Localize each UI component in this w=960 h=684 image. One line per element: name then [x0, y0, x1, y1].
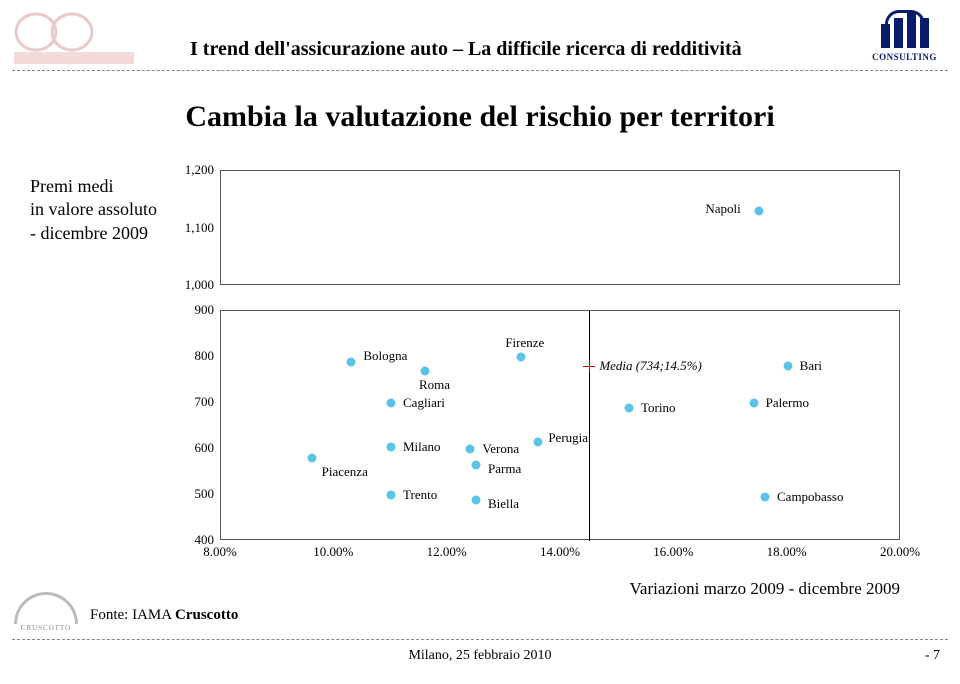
data-point [534, 438, 543, 447]
data-point-label: Cagliari [403, 395, 445, 411]
chart-bottom: Media (734;14.5%) Bologna Roma Firenze Bari C… [220, 310, 900, 540]
data-point [625, 403, 634, 412]
y-tick: 700 [164, 394, 214, 410]
x-tick: 14.00% [530, 544, 590, 560]
y-tick: 500 [164, 486, 214, 502]
data-point-label: Torino [641, 400, 675, 416]
source-prefix: Fonte: IAMA [90, 607, 175, 623]
gauge-label: CRUSCOTTO [14, 624, 78, 632]
x-tick: 8.00% [190, 544, 250, 560]
data-point-label: Perugia [548, 430, 588, 446]
data-point [307, 454, 316, 463]
y-tick: 1,100 [164, 220, 214, 236]
x-tick: 16.00% [643, 544, 703, 560]
header-rule [12, 70, 948, 71]
main-title: Cambia la valutazione del rischio per te… [0, 100, 960, 134]
data-point-label: Piacenza [322, 464, 368, 480]
data-point-label: Campobasso [777, 489, 843, 505]
y-tick: 900 [164, 302, 214, 318]
data-point [472, 495, 481, 504]
data-point-label: Verona [482, 441, 519, 457]
data-point-label: Trento [403, 487, 437, 503]
y-tick: 1,200 [164, 162, 214, 178]
x-axis-caption: Variazioni marzo 2009 - dicembre 2009 [630, 579, 901, 599]
y-tick: 600 [164, 440, 214, 456]
data-point [387, 399, 396, 408]
data-point [466, 445, 475, 454]
data-point-label: Biella [488, 496, 519, 512]
data-point-label: Bologna [363, 348, 407, 364]
data-point [387, 491, 396, 500]
data-point-label: Napoli [705, 201, 740, 217]
plot-top: Napoli [221, 171, 901, 286]
chart-top: Napoli [220, 170, 900, 285]
logo-right-text: CONSULTING [872, 52, 937, 62]
data-point-label: Bari [800, 358, 822, 374]
section-title: I trend dell'assicurazione auto – La dif… [190, 38, 742, 61]
data-point [755, 207, 764, 216]
data-point [761, 493, 770, 502]
media-vline [589, 311, 590, 541]
data-point [749, 399, 758, 408]
y-tick: 800 [164, 348, 214, 364]
data-point-label: Palermo [766, 395, 809, 411]
y-tick: 1,000 [164, 277, 214, 293]
data-point [472, 461, 481, 470]
data-point-label: Roma [419, 377, 450, 393]
footer-page: - 7 [925, 648, 940, 664]
source-bold: Cruscotto [175, 607, 238, 623]
x-tick: 18.00% [757, 544, 817, 560]
data-point [783, 362, 792, 371]
logo-left-placeholder [10, 10, 140, 70]
data-point [517, 353, 526, 362]
data-point-label: Parma [488, 461, 521, 477]
logo-right: CONSULTING [867, 8, 942, 72]
data-point-label: Milano [403, 439, 441, 455]
data-point [421, 366, 430, 375]
x-tick: 12.00% [417, 544, 477, 560]
data-point [347, 357, 356, 366]
x-tick: 10.00% [303, 544, 363, 560]
footer-rule [12, 639, 948, 640]
source-text: Fonte: IAMA Cruscotto [90, 607, 238, 624]
data-point-label: Firenze [505, 335, 544, 351]
media-label: Media (734;14.5%) [599, 358, 702, 374]
plot-bottom: Media (734;14.5%) Bologna Roma Firenze Bari C… [221, 311, 901, 541]
gauge-icon: CRUSCOTTO [14, 592, 78, 632]
data-point [387, 442, 396, 451]
footer-center: Milano, 25 febbraio 2010 [0, 648, 960, 664]
x-tick: 20.00% [870, 544, 930, 560]
